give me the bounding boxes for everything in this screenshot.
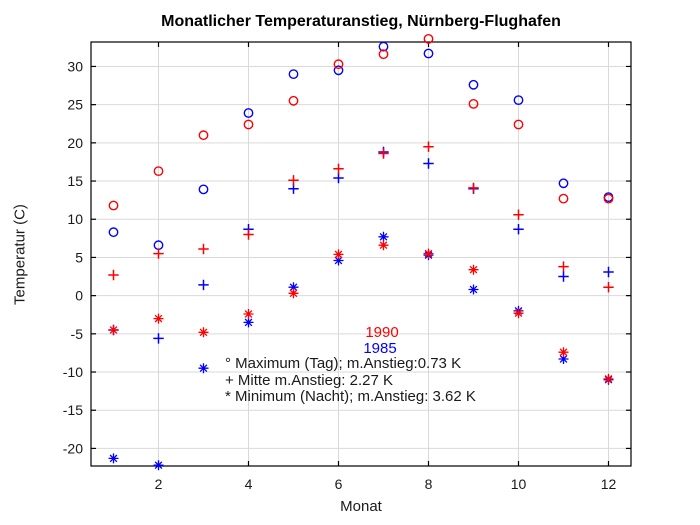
svg-text:30: 30: [67, 58, 83, 74]
svg-text:5: 5: [75, 249, 83, 265]
chart-title: Monatlicher Temperaturanstieg, Nürnberg-…: [161, 13, 561, 30]
svg-text:-10: -10: [63, 364, 83, 380]
svg-text:-15: -15: [63, 402, 83, 418]
svg-text:0: 0: [75, 288, 83, 304]
annotation-year-1985: 1985: [363, 340, 397, 357]
legend-line-mitte: + Mitte m.Anstieg: 2.27 K: [225, 372, 393, 389]
svg-text:6: 6: [335, 476, 343, 492]
svg-text:20: 20: [67, 135, 83, 151]
x-axis-label: Monat: [340, 498, 382, 515]
legend-line-minimum: * Minimum (Nacht); m.Anstieg: 3.62 K: [225, 388, 476, 405]
svg-text:8: 8: [425, 476, 433, 492]
legend-line-maximum: ° Maximum (Tag); m.Anstieg:0.73 K: [225, 355, 462, 372]
annotation-year-1990: 1990: [365, 324, 399, 341]
svg-text:10: 10: [511, 476, 527, 492]
svg-text:-5: -5: [71, 326, 84, 342]
svg-text:25: 25: [67, 97, 83, 113]
y-axis-label: Temperatur (C): [11, 204, 29, 305]
svg-text:4: 4: [245, 476, 253, 492]
svg-text:2: 2: [155, 476, 163, 492]
svg-text:15: 15: [67, 173, 83, 189]
svg-text:-20: -20: [63, 440, 83, 456]
svg-text:12: 12: [601, 476, 617, 492]
svg-text:10: 10: [67, 211, 83, 227]
